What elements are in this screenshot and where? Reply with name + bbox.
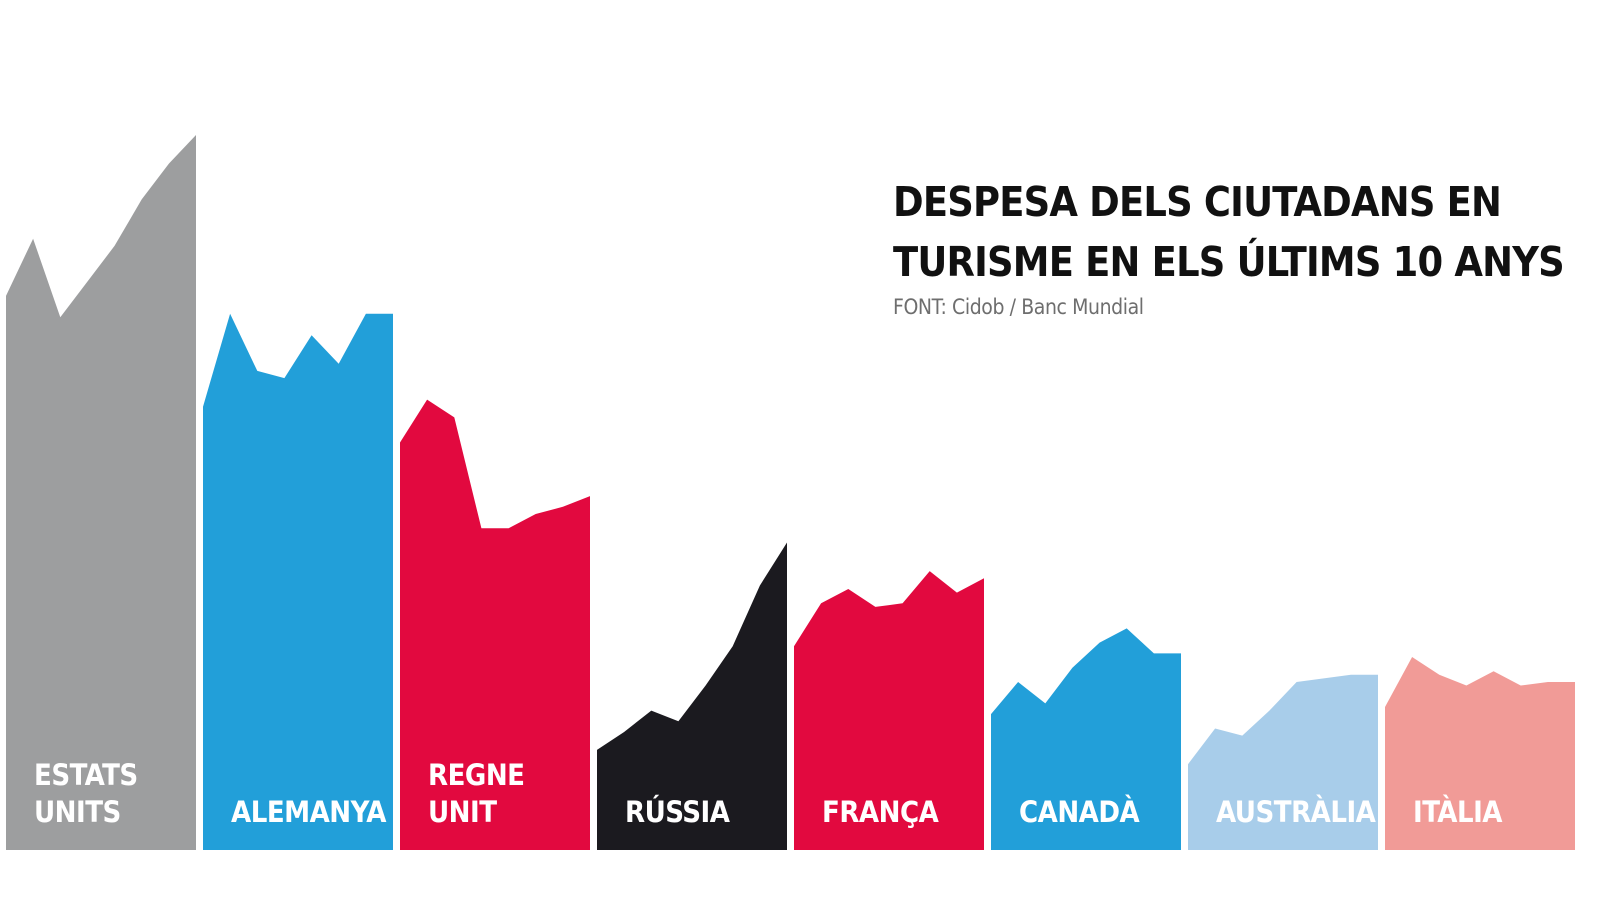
area-estats-units: [6, 135, 196, 850]
area-alemanya: [203, 313, 393, 850]
area-russia: [597, 542, 787, 850]
chart-source: FONT: Cidob / Banc Mundial: [893, 295, 1144, 319]
chart-title-line-1: DESPESA DELS CIUTADANS EN: [893, 178, 1502, 226]
series-label-australia: AUSTRÀLIA: [1216, 795, 1377, 829]
area-australia: [1188, 674, 1378, 850]
series-label-alemanya: ALEMANYA: [231, 795, 387, 829]
area-italia: [1385, 657, 1575, 850]
series-label-canada: CANADÀ: [1019, 795, 1141, 829]
area-regne-unit: [400, 399, 590, 850]
series-label-franca: FRANÇA: [822, 795, 940, 829]
series-label-regne-unit-line-1: REGNE: [428, 758, 525, 792]
area-canada: [991, 628, 1181, 850]
series-label-estats-units-line-2: UNITS: [34, 795, 121, 829]
area-franca: [794, 571, 984, 850]
series-label-russia: RÚSSIA: [625, 795, 731, 829]
series-label-estats-units-line-1: ESTATS: [34, 758, 138, 792]
series-label-italia: ITÀLIA: [1413, 795, 1503, 829]
chart-title-line-2: TURISME EN ELS ÚLTIMS 10 ANYS: [893, 238, 1565, 286]
series-label-regne-unit-line-2: UNIT: [428, 795, 497, 829]
chart-title-block: DESPESA DELS CIUTADANS EN TURISME EN ELS…: [893, 172, 1573, 319]
